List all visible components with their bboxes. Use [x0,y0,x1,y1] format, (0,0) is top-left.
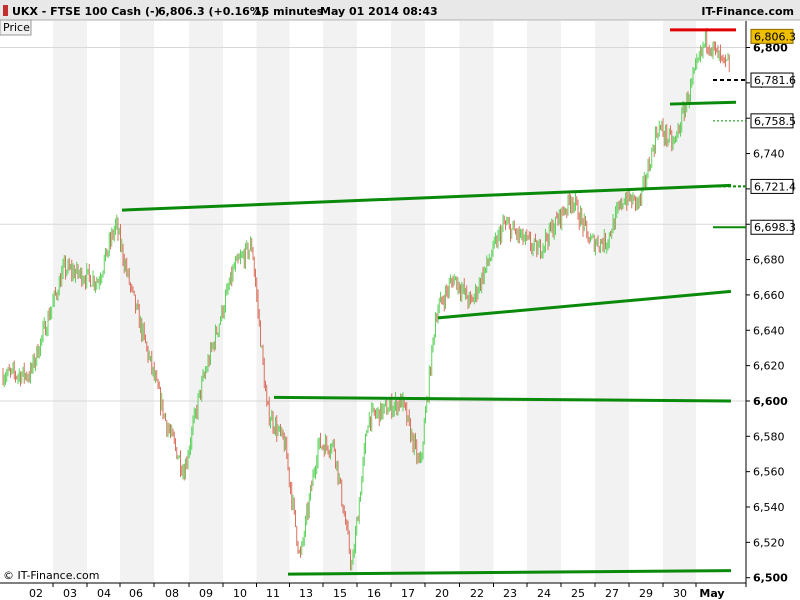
price-tag [750,178,794,194]
x-tick-label: 11 [266,587,280,600]
y-tick-label: 6,580 [753,430,785,443]
day-band [663,21,696,583]
day-band [256,21,290,583]
price-tags: 6,806.3 6,781.6 6,758.5 6,721.4 6,698.3 [713,28,796,235]
x-tick-label: 15 [333,587,347,600]
y-tick-label: 6,800 [753,42,788,55]
trendline [273,395,732,403]
header-price: 6,806.3 (+0.16%) [158,5,266,18]
price-tag [750,28,794,44]
x-tick-label: 16 [367,587,381,600]
day-band [120,21,154,583]
day-band [189,21,223,583]
x-tick-label: 27 [605,587,619,600]
x-tick-label: 25 [571,587,585,600]
price-button-label: Price [3,21,30,34]
y-tick-label: 6,540 [753,501,785,514]
trendline [287,569,732,576]
x-tick-label: May [699,587,724,600]
price-tag-label: 6,806.3 [754,30,796,43]
header-datetime: May 01 2014 08:43 [320,5,438,18]
x-tick-label: 17 [401,587,415,600]
y-tick-label: 6,660 [753,289,785,302]
trendlines [121,28,737,576]
price-tag [750,219,794,235]
x-tick-label: 06 [129,587,143,600]
x-tick-label: 29 [639,587,653,600]
x-tick-label: 03 [63,587,77,600]
day-band [527,21,561,583]
x-tick-label: 23 [503,587,517,600]
x-tick-label: 02 [29,587,43,600]
x-tick-label: 09 [199,587,213,600]
y-tick-label: 6,600 [753,395,788,408]
header-brand: IT-Finance.com [701,5,794,18]
price-button[interactable] [0,19,32,36]
day-bands [53,21,696,583]
price-tag-label: 6,781.6 [754,74,796,87]
day-band [323,21,357,583]
x-tick-label: 10 [233,587,247,600]
day-band [53,21,87,583]
y-tick-label: 6,560 [753,466,785,479]
header-bar [0,0,800,20]
trendline [121,183,732,212]
symbol-icon [3,5,8,16]
day-band [391,21,425,583]
candles [2,27,730,571]
x-tick-label: 13 [299,587,313,600]
x-tick-label: 30 [673,587,687,600]
x-tick-label: 24 [537,587,551,600]
y-tick-label: 6,520 [753,536,785,549]
y-tick-label: 6,680 [753,254,785,267]
x-tick-label: 04 [97,587,111,600]
trendline [669,100,737,106]
y-tick-label: 6,500 [753,572,788,585]
header-title: UKX - FTSE 100 Cash (-) [12,5,160,18]
header-interval: 15 minutes [254,5,324,18]
price-tag-label: 6,758.5 [754,115,796,128]
x-tick-label: 20 [435,587,449,600]
price-tag-label: 6,698.3 [754,221,796,234]
x-axis-background [0,583,800,600]
price-tag-label: 6,721.4 [754,180,796,193]
y-tick-label: 6,640 [753,324,785,337]
price-tag [750,72,794,88]
price-tag [750,113,794,129]
trendline [437,289,732,320]
x-axis: 02 03 04 06 08 09 10 11 13 15 16 17 20 22 23 24 25 27 29 30… [29,583,747,600]
watermark: © IT-Finance.com [3,569,100,582]
y-axis-background [746,21,800,583]
y-tick-label: 6,620 [753,360,785,373]
x-tick-label: 22 [470,587,484,600]
x-tick-label: 08 [165,587,179,600]
y-tick-label: 6,740 [753,148,785,161]
